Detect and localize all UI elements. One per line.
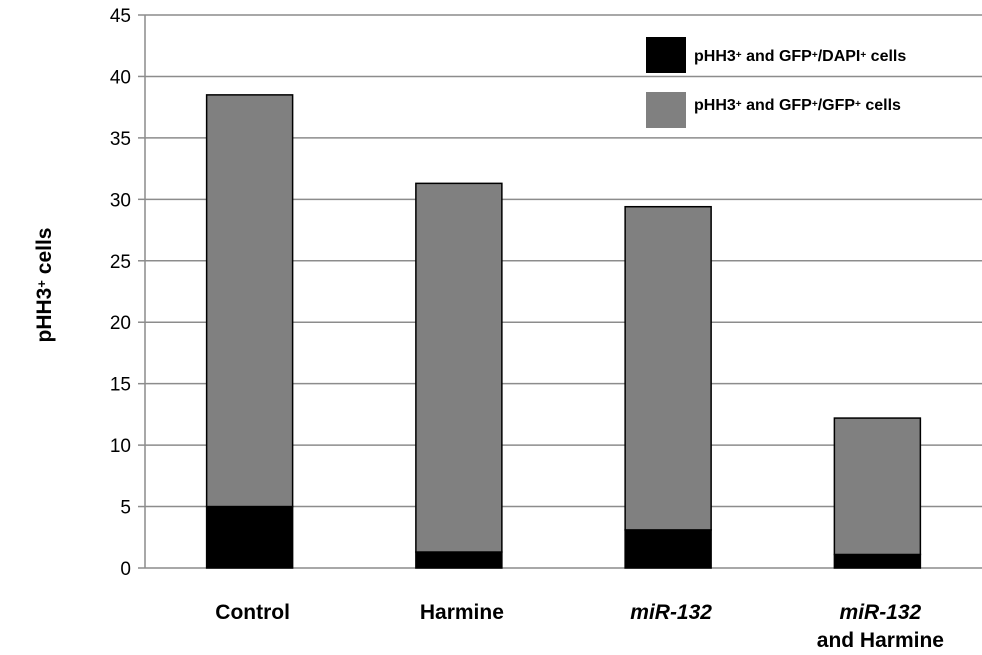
y-tick-label: 10 (110, 436, 131, 457)
y-tick-labels: 0 5 10 15 20 25 30 35 40 45 (110, 6, 131, 580)
bar-segment-dapi (833, 553, 922, 569)
legend-swatch (646, 37, 686, 73)
bar-segment-gfp (833, 417, 922, 556)
y-tick-label: 0 (120, 559, 131, 580)
bar-segment-gfp (205, 94, 294, 508)
bar-segment-gfp (624, 205, 712, 531)
y-tick-label: 25 (110, 252, 131, 273)
x-category-label: miR-132 (630, 601, 712, 624)
y-tick-label: 15 (110, 375, 131, 396)
bars (205, 94, 922, 569)
y-tick-label: 5 (120, 498, 131, 519)
x-category-label: miR-132 and Harmine (817, 601, 944, 652)
legend: pHH3+ and GFP+/DAPI+ cells pHH3+ and GFP+… (646, 37, 906, 128)
bar-segment-dapi (415, 551, 503, 569)
legend-label: pHH3+ and GFP+/DAPI+ cells (694, 48, 906, 65)
x-category-label: Control (215, 601, 290, 624)
x-category-label: Harmine (420, 601, 504, 624)
bar-segment-dapi (205, 505, 294, 569)
legend-swatch (646, 92, 686, 128)
bar-segment-gfp (415, 182, 503, 553)
y-tick-label: 30 (110, 190, 131, 211)
y-axis-label: pHH3+ cells (33, 228, 56, 343)
legend-label: pHH3+ and GFP+/GFP+ cells (694, 97, 901, 114)
y-tick-label: 20 (110, 313, 131, 334)
y-tick-label: 45 (110, 6, 131, 27)
y-tick-label: 40 (110, 67, 131, 88)
bar-segment-dapi (624, 529, 712, 569)
x-category-labels: Control Harmine miR-132 miR-132 and Harmine (215, 601, 944, 652)
y-tick-label: 35 (110, 129, 131, 150)
